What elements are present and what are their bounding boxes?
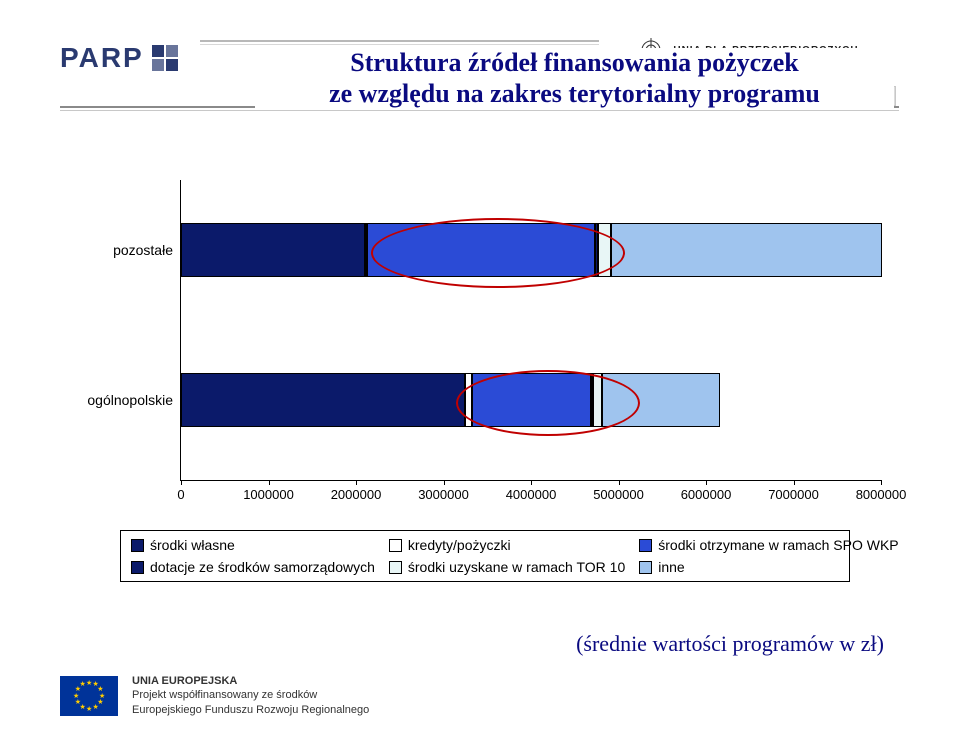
- slide-title: Struktura źródeł finansowania pożyczek z…: [255, 48, 894, 109]
- eu-star-icon: ★: [93, 703, 99, 711]
- title-line-2: ze względu na zakres terytorialny progra…: [259, 79, 890, 110]
- legend-item-inne: inne: [639, 559, 898, 575]
- eu-star-icon: ★: [80, 680, 86, 688]
- bar-segment-inne: [611, 223, 882, 277]
- legend-swatch: [639, 561, 652, 574]
- footer-line-2: Projekt współfinansowany ze środków: [132, 688, 369, 702]
- x-tick-label: 0: [177, 487, 184, 502]
- category-label: pozostałe: [85, 242, 173, 258]
- slide-footer: ★★★★★★★★★★★★ UNIA EUROPEJSKA Projekt wsp…: [60, 674, 369, 717]
- bar-segment-srodki_spo: [367, 223, 595, 277]
- divider: [60, 110, 899, 111]
- x-tick: [706, 480, 707, 485]
- x-tick: [531, 480, 532, 485]
- bar-segment-kredyty: [465, 373, 472, 427]
- bar-segment-inne: [602, 373, 720, 427]
- chart-footnote: (średnie wartości programów w zł): [576, 631, 884, 657]
- category-label: ogólnopolskie: [85, 392, 173, 408]
- chart-legend: środki własnekredyty/pożyczkiśrodki otrz…: [120, 530, 850, 582]
- divider: [200, 40, 599, 42]
- legend-item-dotacje_samorzad: dotacje ze środków samorządowych: [131, 559, 375, 575]
- legend-swatch: [131, 539, 144, 552]
- x-tick-label: 6000000: [681, 487, 732, 502]
- bar-segment-srodki_spo: [472, 373, 590, 427]
- bar-segment-tor10: [598, 223, 611, 277]
- x-tick: [881, 480, 882, 485]
- x-tick: [444, 480, 445, 485]
- bar-segment-srodki_wlasne: [181, 373, 465, 427]
- legend-swatch: [389, 539, 402, 552]
- x-tick-label: 3000000: [418, 487, 469, 502]
- x-tick-label: 7000000: [768, 487, 819, 502]
- x-tick-label: 8000000: [856, 487, 907, 502]
- legend-swatch: [131, 561, 144, 574]
- x-tick-label: 2000000: [331, 487, 382, 502]
- title-line-1: Struktura źródeł finansowania pożyczek: [259, 48, 890, 79]
- legend-item-srodki_spo: środki otrzymane w ramach SPO WKP: [639, 537, 898, 553]
- divider: [200, 44, 599, 45]
- legend-label: środki własne: [150, 537, 235, 553]
- footer-text: UNIA EUROPEJSKA Projekt współfinansowany…: [132, 674, 369, 717]
- eu-flag-icon: ★★★★★★★★★★★★: [60, 676, 118, 716]
- legend-label: środki uzyskane w ramach TOR 10: [408, 559, 625, 575]
- x-tick: [356, 480, 357, 485]
- legend-label: kredyty/pożyczki: [408, 537, 511, 553]
- footer-line-3: Europejskiego Funduszu Rozwoju Regionaln…: [132, 703, 369, 717]
- bar-segment-srodki_wlasne: [181, 223, 365, 277]
- legend-swatch: [639, 539, 652, 552]
- legend-item-kredyty: kredyty/pożyczki: [389, 537, 625, 553]
- legend-label: środki otrzymane w ramach SPO WKP: [658, 537, 898, 553]
- legend-item-tor10: środki uzyskane w ramach TOR 10: [389, 559, 625, 575]
- chart: 0 1000000 2000000 3000000 4000000 5000000 6000…: [85, 180, 885, 510]
- x-tick: [794, 480, 795, 485]
- eu-star-icon: ★: [86, 679, 92, 687]
- x-tick-label: 4000000: [506, 487, 557, 502]
- chart-plot-area: 0100000020000003000000400000050000006000…: [180, 180, 881, 481]
- bar-row: [181, 373, 720, 427]
- x-tick-label: 1000000: [243, 487, 294, 502]
- x-tick: [181, 480, 182, 485]
- x-tick: [619, 480, 620, 485]
- bar-segment-tor10: [593, 373, 602, 427]
- legend-swatch: [389, 561, 402, 574]
- legend-label: inne: [658, 559, 684, 575]
- x-tick-label: 5000000: [593, 487, 644, 502]
- eu-star-icon: ★: [86, 705, 92, 713]
- x-tick: [269, 480, 270, 485]
- parp-logo: PARP: [60, 42, 180, 74]
- legend-label: dotacje ze środków samorządowych: [150, 559, 375, 575]
- parp-logo-text: PARP: [60, 42, 144, 74]
- legend-item-srodki_wlasne: środki własne: [131, 537, 375, 553]
- parp-logo-icon: [150, 43, 180, 73]
- bar-row: [181, 223, 882, 277]
- footer-line-1: UNIA EUROPEJSKA: [132, 674, 369, 688]
